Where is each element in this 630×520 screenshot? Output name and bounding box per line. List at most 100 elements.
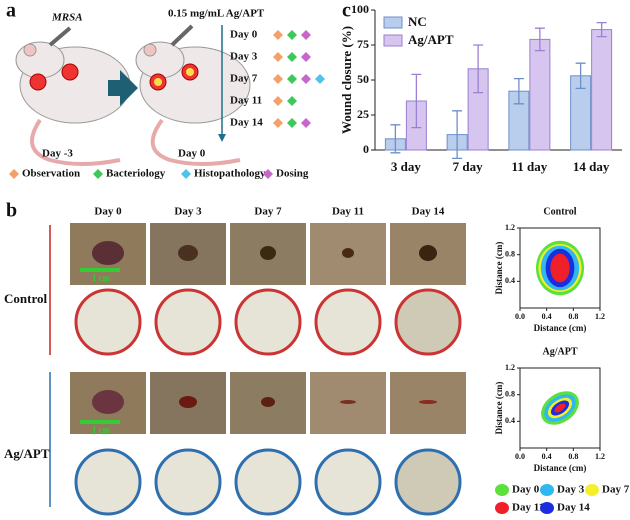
wound [92, 241, 124, 265]
marker [9, 169, 19, 179]
plot-title: Control [543, 206, 576, 217]
error-bar [390, 124, 401, 154]
panel-label: a [6, 0, 16, 22]
marker [287, 52, 297, 62]
petri-dish [74, 288, 142, 356]
marker [273, 118, 283, 128]
plot-title: Ag/APT [543, 346, 578, 357]
x-axis-label: Distance (cm) [534, 323, 587, 333]
wound-outline [554, 403, 566, 413]
wound [260, 246, 276, 260]
y-tick-label: 100 [351, 2, 369, 16]
petri-dish [154, 288, 222, 356]
marker [301, 74, 311, 84]
timeline-day: Day 7 [230, 73, 258, 85]
bar [591, 29, 613, 151]
scale-bar-label: 1 cm [92, 273, 111, 283]
day-label: Day -3 [42, 148, 73, 160]
marker [273, 30, 283, 40]
legend-label: Day 0 [512, 484, 540, 496]
wound [419, 245, 437, 261]
x-tick-label: 11 day [511, 159, 547, 174]
column-header: Day 7 [254, 206, 282, 218]
legend-label: Day 14 [557, 502, 590, 514]
y-tick-label: 50 [357, 72, 369, 86]
x-tick-label: 0.8 [568, 312, 578, 321]
error-bar [575, 62, 586, 90]
marker [287, 74, 297, 84]
y-tick-label: 0.4 [505, 276, 515, 285]
legend-label: NC [408, 14, 427, 29]
legend-swatch [540, 502, 554, 514]
marker [273, 52, 283, 62]
legend-label: Observation [22, 168, 80, 180]
marker [287, 118, 297, 128]
petri-dish [394, 448, 462, 516]
y-tick-label: 0.8 [505, 389, 515, 398]
column-header: Day 14 [412, 206, 445, 218]
error-bar [513, 77, 524, 105]
x-tick-label: 0.4 [542, 312, 552, 321]
y-tick-label: 0.8 [505, 249, 515, 258]
wound [342, 248, 354, 258]
marker [263, 169, 273, 179]
legend-swatch [495, 484, 509, 496]
column-header: Day 0 [94, 206, 122, 218]
dose: 0.15 mg/mL Ag/APT [168, 8, 265, 20]
timeline-day: Day 0 [230, 29, 258, 41]
x-tick-label: 0.4 [542, 452, 552, 461]
error-bar [473, 44, 484, 94]
wound [178, 245, 198, 261]
wound-outline [550, 253, 570, 283]
legend-label: Day 7 [602, 484, 630, 496]
petri-dish [154, 448, 222, 516]
legend-label: Dosing [276, 168, 309, 180]
y-axis-label: Distance (cm) [494, 242, 504, 295]
legend-label: Day 11 [512, 502, 544, 514]
legend-swatch [383, 16, 403, 29]
wound [179, 396, 197, 408]
marker [315, 74, 325, 84]
wound [92, 390, 124, 414]
marker [301, 118, 311, 128]
petri-dish [74, 448, 142, 516]
legend-label: Bacteriology [106, 168, 166, 180]
legend-label: Day 3 [557, 484, 585, 496]
wound [419, 400, 437, 404]
legend-swatch [540, 484, 554, 496]
error-bar [452, 110, 463, 160]
x-tick-label: 3 day [391, 159, 421, 174]
x-tick-label: 14 day [573, 159, 610, 174]
marker [93, 169, 103, 179]
x-tick-label: 1.2 [595, 312, 605, 321]
plot-frame [519, 227, 601, 309]
legend-swatch [495, 502, 509, 514]
y-axis-label: Wound closure (%) [339, 26, 354, 134]
row-label: Ag/APT [4, 446, 50, 461]
column-header: Day 11 [332, 206, 364, 218]
legend-label: Histopathology [194, 168, 266, 180]
marker [287, 30, 297, 40]
error-bar [596, 21, 607, 38]
marker [301, 30, 311, 40]
row-label: Control [4, 291, 47, 306]
marker [273, 96, 283, 106]
y-tick-label: 1.2 [505, 223, 515, 232]
scale-bar-label: 1 cm [92, 425, 111, 435]
column-header: Day 3 [174, 206, 202, 218]
x-tick-label: 0.0 [515, 452, 525, 461]
legend-swatch [585, 484, 599, 496]
panel-label: c [342, 0, 351, 22]
petri-dish [314, 288, 382, 356]
y-tick-label: 1.2 [505, 363, 515, 372]
petri-dish [314, 448, 382, 516]
day-label: Day 0 [178, 148, 206, 160]
wound [261, 397, 275, 407]
timeline-day: Day 11 [230, 95, 262, 107]
y-axis-label: Distance (cm) [494, 382, 504, 435]
marker [287, 96, 297, 106]
x-tick-label: 0.8 [568, 452, 578, 461]
wound [340, 400, 356, 404]
y-tick-label: 0 [363, 142, 369, 156]
